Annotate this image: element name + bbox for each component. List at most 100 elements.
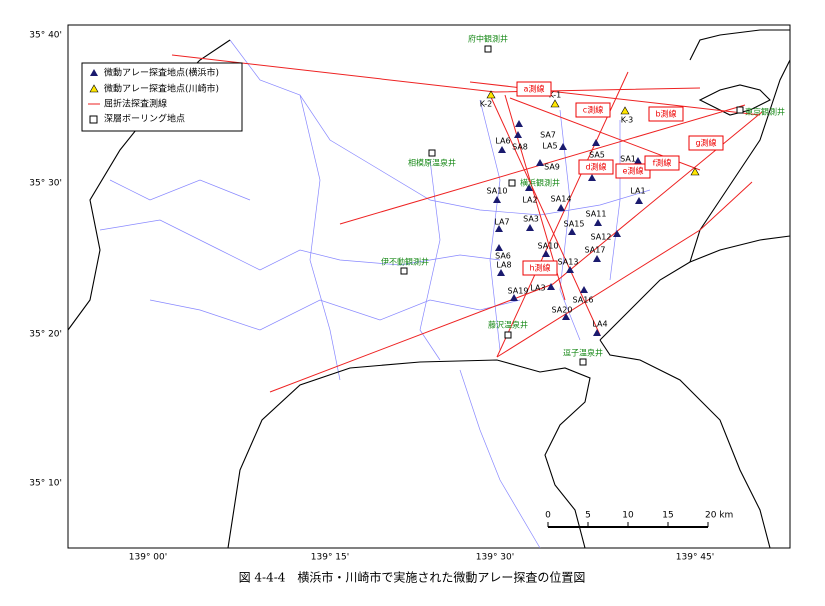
- station-label: K-2: [480, 100, 492, 109]
- lon-label: 139° 45': [676, 553, 714, 563]
- borehole: [579, 358, 587, 366]
- caption: 図 4-4-4 横浜市・川崎市で実施された微動アレー探査の位置図: [239, 570, 586, 585]
- scale-label: 0: [545, 511, 551, 521]
- yokohama-station: [592, 139, 600, 146]
- yokohama-station: [497, 269, 505, 276]
- station-label: SA8: [512, 143, 528, 152]
- station-label: LA8: [496, 261, 511, 270]
- yokohama-station: [498, 146, 506, 153]
- line-tag: [615, 163, 651, 179]
- boundaries: [99, 39, 651, 549]
- yokohama-station: [566, 266, 574, 273]
- lon-label: 139° 00': [129, 553, 167, 563]
- yokohama-station: [559, 143, 567, 150]
- yokohama-station: [525, 184, 533, 191]
- lon-label: 139° 15': [311, 553, 349, 563]
- yokohama-station: [613, 230, 621, 237]
- borehole-label: 藤沢温泉井: [488, 320, 528, 330]
- station-label: SA12: [591, 233, 612, 242]
- yokohama-station: [536, 159, 544, 166]
- yokohama-station: [493, 196, 501, 203]
- lat-label: 35° 30': [29, 179, 62, 189]
- yokohama-station: [547, 283, 555, 290]
- line-label: g測線: [695, 138, 716, 148]
- station-label: SA20: [552, 306, 573, 315]
- lon-label: 139° 30': [476, 553, 514, 563]
- yokohama-station: [593, 255, 601, 262]
- borehole: [508, 179, 516, 187]
- line-label: c測線: [583, 105, 603, 115]
- scale-label: 15: [662, 511, 673, 521]
- lat-label: 35° 40': [29, 31, 62, 41]
- yokohama-station: [594, 219, 602, 226]
- legend-label: 深層ボーリング地点: [104, 113, 185, 125]
- line-tag: [578, 159, 614, 175]
- station-label: LA4: [592, 320, 607, 329]
- yokohama-station: [557, 204, 565, 211]
- station-label: LA5: [542, 142, 557, 151]
- station-label: SA5: [589, 151, 605, 160]
- borehole: [428, 149, 436, 157]
- line-label: h測線: [529, 263, 550, 273]
- yokohama-station: [510, 294, 518, 301]
- station-label: SA16: [573, 296, 594, 305]
- borehole-label: 伊不動観測井: [381, 257, 429, 267]
- borehole-label: 東京観測井: [745, 107, 785, 117]
- borehole-label: 相模原温泉井: [408, 158, 456, 168]
- legend-label: 微動アレー探査地点(川崎市): [104, 83, 219, 95]
- borehole-label: 横浜観測井: [520, 178, 560, 188]
- line-tag: [522, 260, 558, 276]
- kawasaki-station: [486, 90, 496, 99]
- borehole-label: 府中観測井: [468, 34, 508, 44]
- scale-label: 20 km: [705, 511, 733, 521]
- station-label: SA7: [540, 131, 556, 140]
- yokohama-station: [562, 313, 570, 320]
- kawasaki-station: [550, 99, 560, 108]
- line-label: e測線: [623, 166, 644, 176]
- station-label: SA14: [551, 195, 572, 204]
- station-label: LA3: [530, 284, 545, 293]
- station-label: SA9: [544, 163, 560, 172]
- yokohama-station: [514, 131, 522, 138]
- legend-label: 屈折法探査測線: [104, 98, 167, 110]
- station-label: SA10: [487, 187, 508, 196]
- lat-label: 35° 10': [29, 479, 62, 489]
- station-label: SA11: [586, 210, 607, 219]
- station-label: LA1: [630, 187, 645, 196]
- yokohama-station: [495, 225, 503, 232]
- station-label: LA6: [495, 137, 510, 146]
- borehole: [400, 267, 408, 275]
- line-label: d測線: [585, 162, 606, 172]
- line-tag: [644, 155, 680, 171]
- map-frame: [67, 24, 791, 549]
- lat-label: 35° 20': [29, 330, 62, 340]
- line-tag: [516, 81, 552, 97]
- yokohama-station: [635, 197, 643, 204]
- line-tag: [688, 135, 724, 151]
- yokohama-station: [593, 329, 601, 336]
- station-label: K-3: [621, 116, 633, 125]
- station-label: SA3: [523, 215, 539, 224]
- yokohama-station: [580, 286, 588, 293]
- yokohama-station: [495, 244, 503, 251]
- kawasaki-station: [620, 106, 630, 115]
- station-label: LA2: [522, 196, 537, 205]
- yokohama-station: [526, 224, 534, 231]
- scale-label: 5: [585, 511, 591, 521]
- borehole: [736, 106, 744, 114]
- station-label: SA10: [538, 242, 559, 251]
- yokohama-station: [634, 157, 642, 164]
- station-label: K-1: [549, 91, 561, 100]
- scale-label: 10: [622, 511, 634, 521]
- borehole-label: 逗子温泉井: [563, 348, 603, 358]
- yokohama-station: [515, 120, 523, 127]
- borehole: [504, 331, 512, 339]
- yokohama-station: [542, 250, 550, 257]
- station-label: LA7: [494, 218, 509, 227]
- legend-label: 微動アレー探査地点(横浜市): [104, 67, 219, 79]
- line-label: b測線: [655, 109, 676, 119]
- survey-lines: [171, 54, 763, 393]
- line-label: a測線: [524, 84, 545, 94]
- line-tag: [575, 102, 611, 118]
